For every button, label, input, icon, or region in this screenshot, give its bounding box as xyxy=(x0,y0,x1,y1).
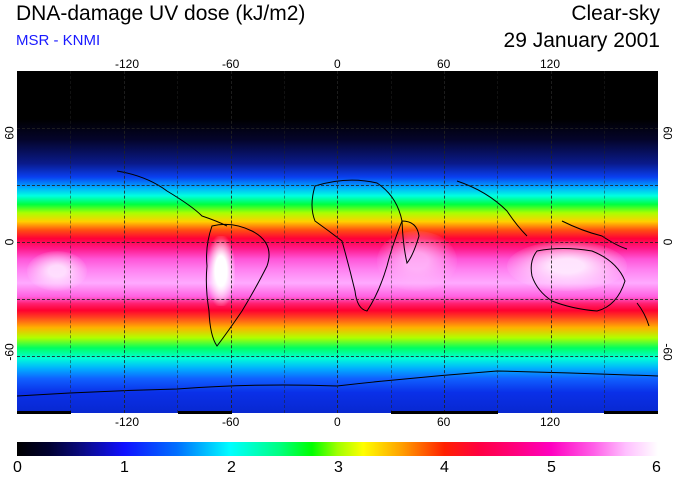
colorbar-label-4: 4 xyxy=(440,459,449,476)
south-asia-coast xyxy=(456,180,528,237)
parallel-line xyxy=(17,128,658,129)
parallel-line xyxy=(17,185,658,186)
bottom-lon-label-1: -120 xyxy=(115,415,140,429)
bottom-lon-label-4: 60 xyxy=(437,415,451,429)
bottom-axis-segment xyxy=(604,411,658,414)
top-lon-label-1: -120 xyxy=(115,57,140,71)
madagascar-coast xyxy=(401,220,420,265)
top-lon-label-3: 0 xyxy=(334,57,341,71)
right-lat-label-0: 0 xyxy=(660,238,675,246)
indonesia-coast xyxy=(561,220,628,250)
new-zealand-coast xyxy=(636,302,650,327)
left-lat-label-60: 60 xyxy=(2,126,17,140)
bottom-axis-segment xyxy=(17,411,71,414)
south-america-high-dose xyxy=(207,236,235,306)
colorbar-legend xyxy=(17,442,658,456)
colorbar-label-1: 1 xyxy=(120,459,129,476)
parallel-line xyxy=(17,299,658,300)
top-lon-label-2: -60 xyxy=(222,57,240,71)
australia-high-dose xyxy=(507,241,627,291)
bottom-lon-label-3: 0 xyxy=(334,415,341,429)
sky-condition-label: Clear-sky xyxy=(571,2,660,25)
source-label: MSR - KNMI xyxy=(16,32,101,49)
colorbar-label-0: 0 xyxy=(13,459,22,476)
australia-coast xyxy=(530,248,626,312)
parallel-line xyxy=(17,356,658,357)
south-america-coast xyxy=(205,223,270,347)
africa-coast xyxy=(311,179,403,312)
right-lat-label-60: 60 xyxy=(660,126,675,140)
colorbar-label-5: 5 xyxy=(547,459,556,476)
central-america-coast xyxy=(116,170,228,227)
date-label: 29 January 2001 xyxy=(503,29,660,52)
colorbar-label-6: 6 xyxy=(652,459,661,476)
top-lon-label-4: 60 xyxy=(437,57,451,71)
left-lat-label-neg60: -60 xyxy=(2,343,17,361)
right-lat-label-neg60: -60 xyxy=(660,343,675,361)
bottom-lon-label-5: 120 xyxy=(540,415,561,429)
bottom-axis-segment xyxy=(391,411,498,414)
equator-line xyxy=(17,242,658,243)
top-lon-label-5: 120 xyxy=(540,57,561,71)
colorbar-label-3: 3 xyxy=(334,459,343,476)
left-lat-label-0: 0 xyxy=(2,238,17,246)
uv-dose-map xyxy=(17,71,658,413)
map-title: DNA-damage UV dose (kJ/m2) xyxy=(16,2,306,25)
bottom-lon-label-2: -60 xyxy=(222,415,240,429)
bottom-axis-segment xyxy=(178,411,232,414)
colorbar-label-2: 2 xyxy=(227,459,236,476)
pacific-high-dose xyxy=(27,251,87,291)
